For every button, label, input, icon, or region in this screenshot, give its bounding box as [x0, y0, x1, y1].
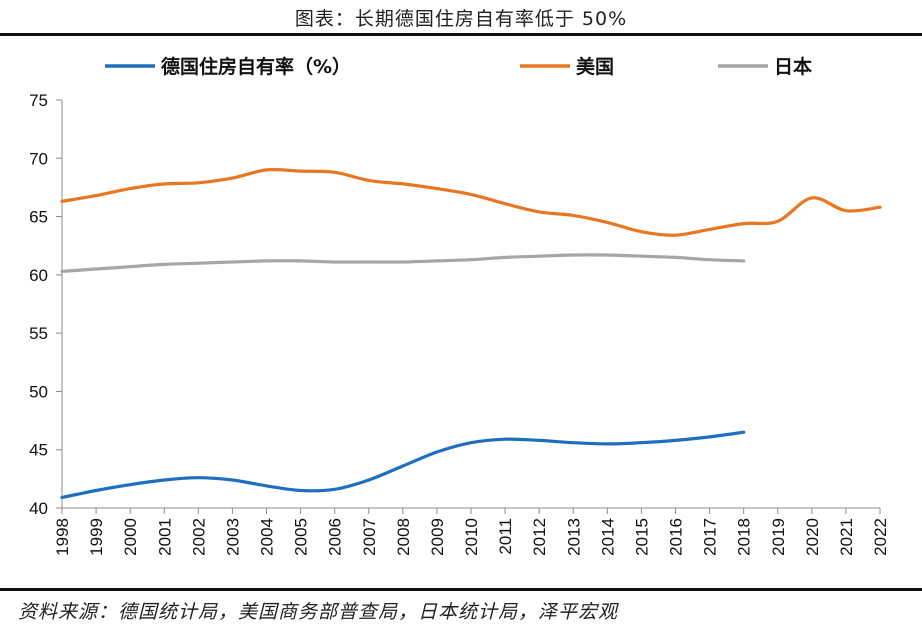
usa-series-line: [60, 167, 882, 237]
x-tick-label: 2012: [530, 518, 549, 556]
x-tick-label: 2016: [667, 518, 686, 556]
source-note: 资料来源：德国统计局，美国商务部普查局，日本统计局，泽平宏观: [18, 601, 619, 623]
legend-label: 日本: [774, 55, 812, 78]
y-tick-label: 70: [29, 149, 48, 168]
y-tick-label: 45: [29, 441, 48, 460]
legend-usa: 美国: [520, 55, 614, 78]
x-tick-label: 2019: [769, 518, 788, 556]
x-tick-label: 2022: [871, 518, 890, 556]
germany-series-line: [60, 430, 746, 500]
x-tick-label: 2004: [258, 518, 277, 556]
x-axis: 1998 1999 2000 2001 2002 2003 2004 2005 2006 2007…: [53, 507, 890, 556]
x-tick-label: 2007: [360, 518, 379, 556]
x-tick-label: 2005: [292, 518, 311, 556]
y-tick-label: 65: [29, 208, 48, 227]
legend-label: 德国住房自有率（%）: [161, 55, 351, 78]
x-tick-label: 2021: [837, 518, 856, 556]
x-tick-label: 2011: [496, 518, 515, 555]
x-tick-label: 2001: [155, 518, 174, 556]
y-tick-label: 55: [29, 324, 48, 343]
top-rule: [0, 33, 922, 36]
x-tick-label: 2002: [189, 518, 208, 556]
legend-label: 美国: [576, 55, 614, 78]
x-tick-label: 1999: [87, 518, 106, 556]
x-tick-label: 2000: [121, 518, 140, 556]
x-tick-label: 2020: [803, 518, 822, 556]
legend-germany: 德国住房自有率（%）: [105, 55, 351, 78]
x-tick-label: 2008: [394, 518, 413, 556]
legend: 德国住房自有率（%） 美国 日本: [105, 55, 812, 78]
x-tick-label: 2014: [598, 518, 617, 556]
x-tick-label: 2009: [428, 518, 447, 556]
y-tick-label: 60: [29, 266, 48, 285]
y-axis: 40 45 50 55 60 65 70 75: [29, 91, 63, 518]
x-tick-label: 2003: [223, 518, 242, 556]
x-tick-label: 2013: [564, 518, 583, 556]
x-tick-label: 2018: [735, 518, 754, 556]
x-tick-label: 1998: [53, 518, 72, 556]
chart-title: 图表：长期德国住房自有率低于 50%: [294, 8, 628, 30]
y-tick-label: 75: [29, 91, 48, 110]
x-tick-label: 2017: [701, 518, 720, 556]
x-tick-label: 2010: [462, 518, 481, 556]
y-tick-label: 40: [29, 499, 48, 518]
x-tick-label: 2006: [326, 518, 345, 556]
legend-japan: 日本: [718, 55, 812, 78]
series-group: [60, 167, 882, 500]
y-tick-label: 50: [29, 382, 48, 401]
x-tick-label: 2015: [632, 518, 651, 556]
line-chart: 40 45 50 55 60 65 70 75 1998 1999 2000 2001 2002 200…: [29, 55, 890, 556]
bottom-rule: [0, 588, 922, 591]
japan-series-line: [60, 253, 746, 273]
